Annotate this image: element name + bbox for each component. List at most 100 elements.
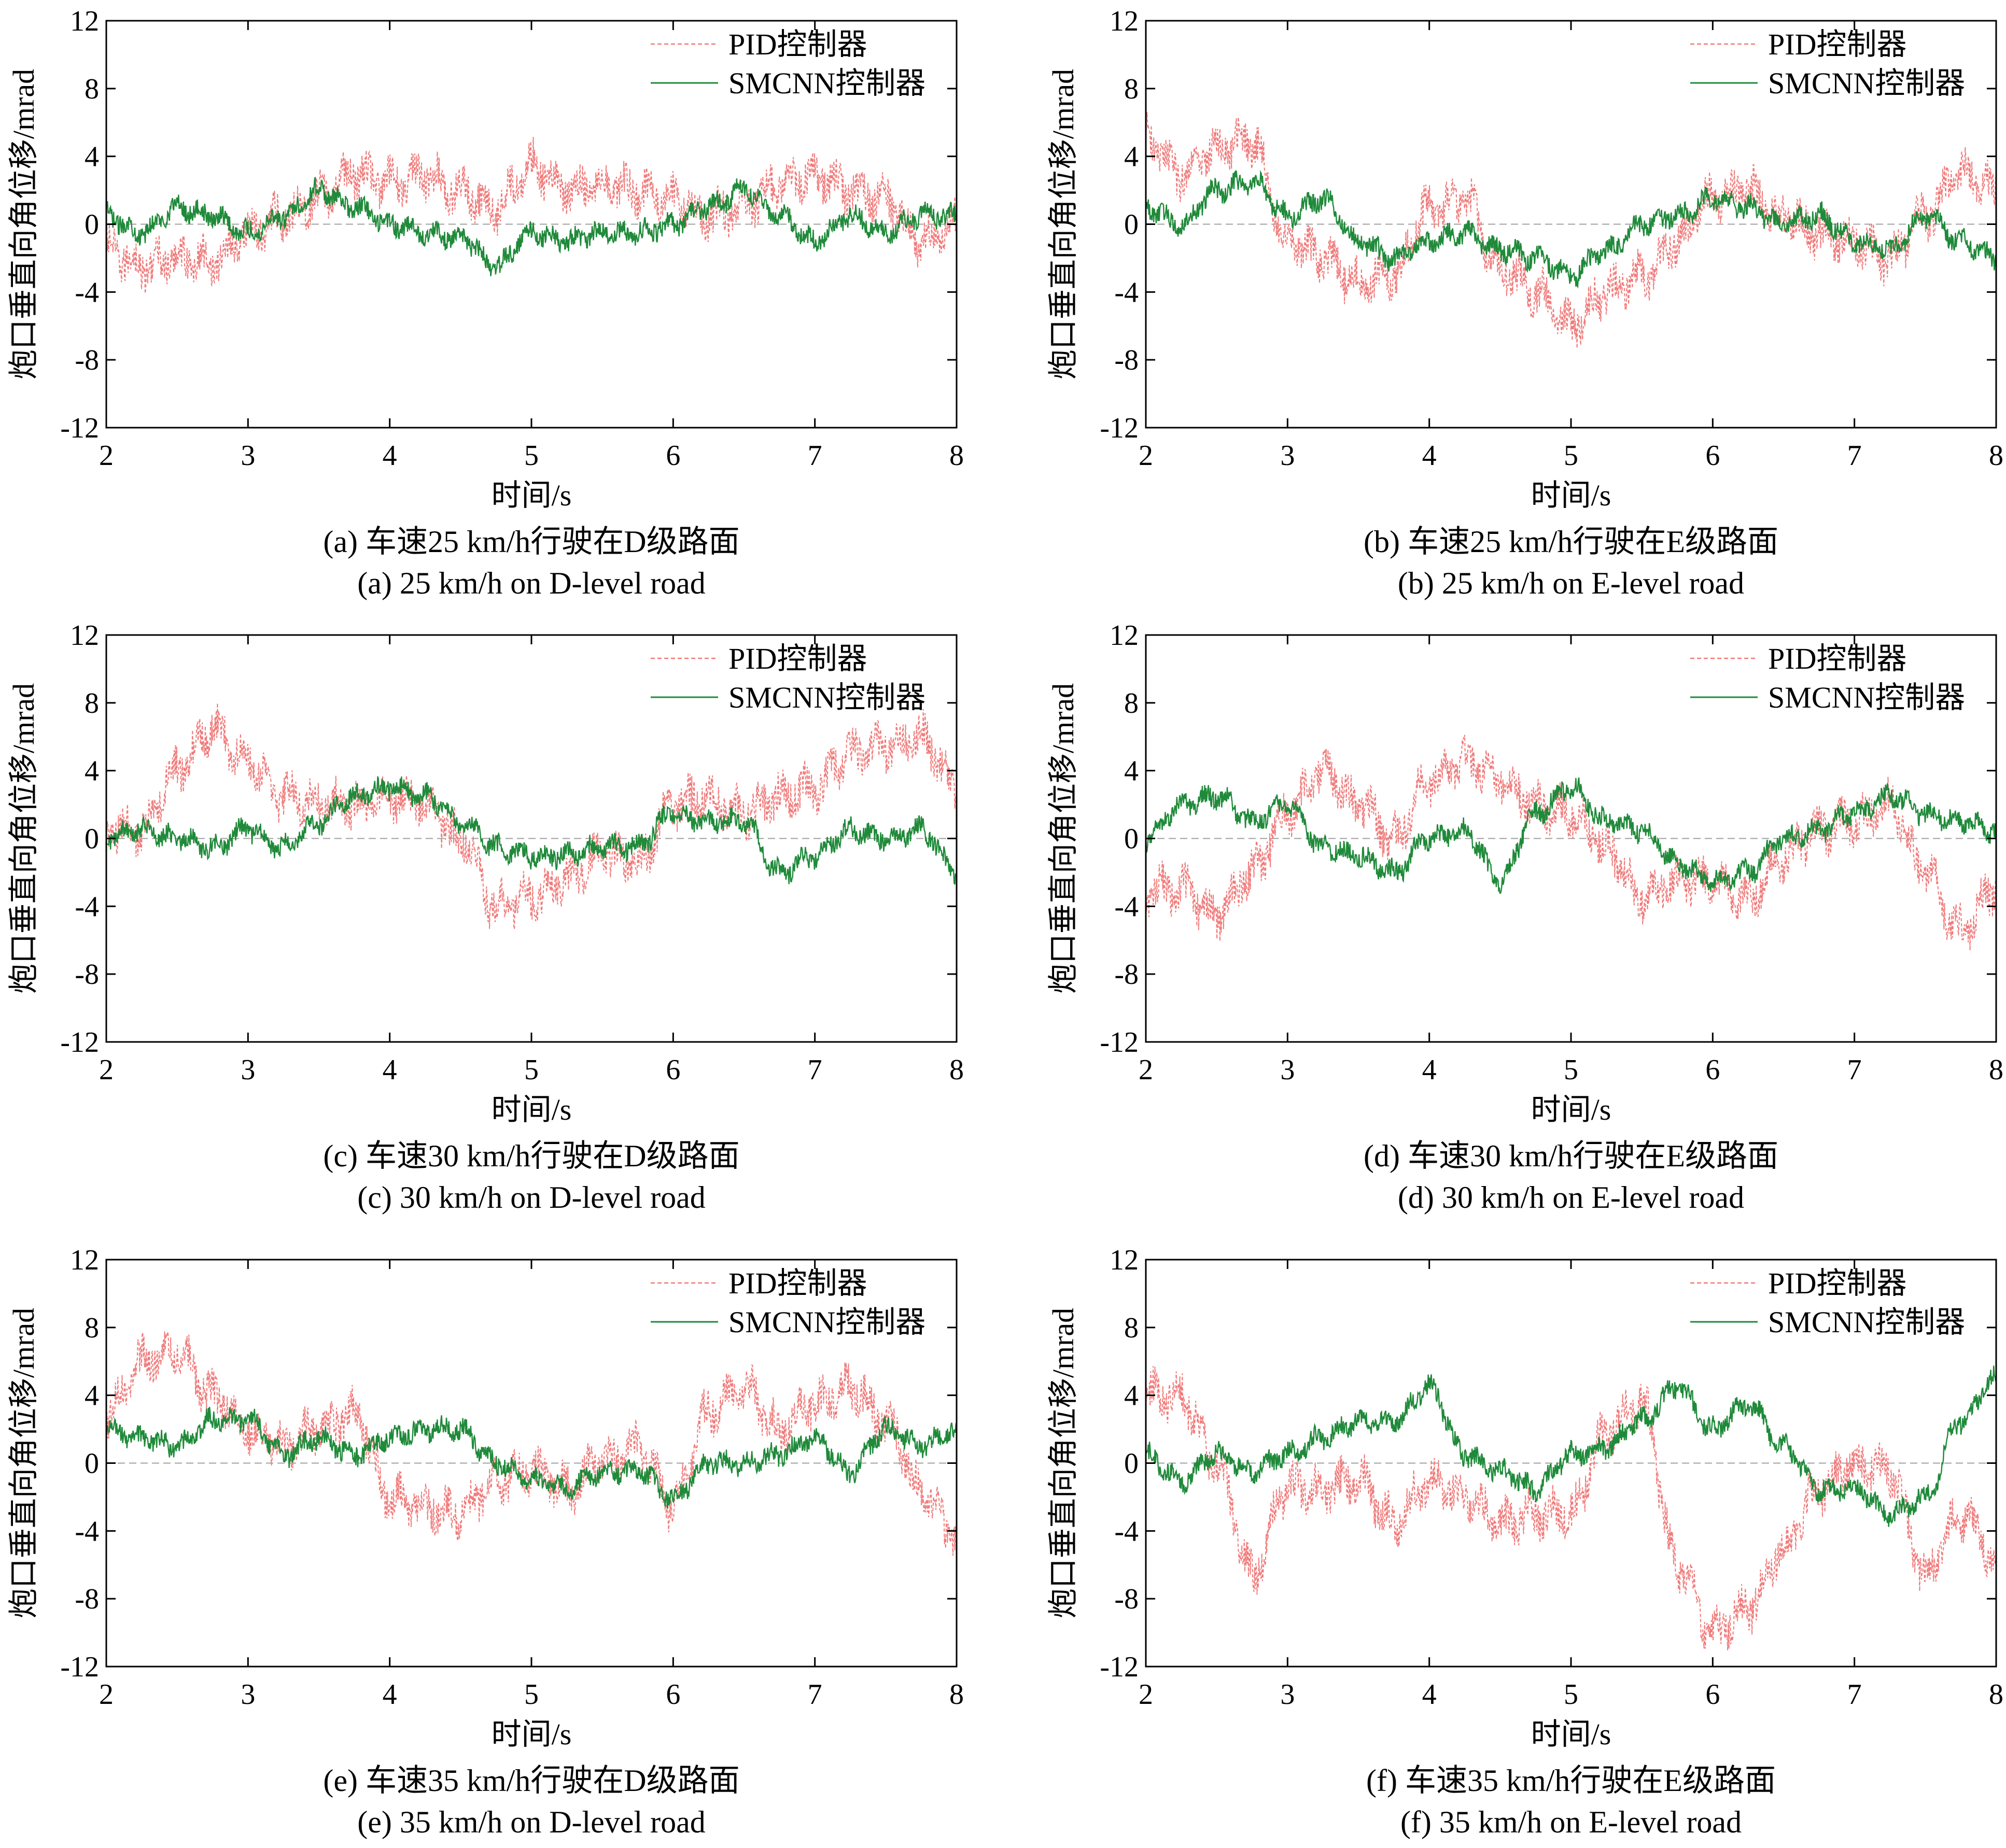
legend-label-pid: PID控制器 bbox=[1768, 642, 1906, 675]
x-axis-label: 时间/s bbox=[1531, 478, 1611, 512]
y-tick-label: 12 bbox=[70, 5, 99, 37]
y-axis-label: 炮口垂直向角位移/mrad bbox=[1046, 1308, 1080, 1618]
x-tick-label: 2 bbox=[99, 1678, 114, 1711]
y-tick-label: 4 bbox=[85, 141, 99, 173]
series-line-pid bbox=[1146, 1366, 1996, 1650]
y-tick-label: 0 bbox=[1124, 1448, 1139, 1480]
y-tick-label: 4 bbox=[1124, 141, 1139, 173]
y-tick-label: 8 bbox=[1124, 1312, 1139, 1344]
y-tick-label: -8 bbox=[75, 344, 99, 376]
x-tick-label: 5 bbox=[1564, 440, 1578, 472]
x-tick-label: 3 bbox=[1280, 440, 1295, 472]
y-tick-label: 12 bbox=[1110, 1244, 1139, 1276]
series-line-smcnn bbox=[106, 177, 957, 276]
x-tick-label: 5 bbox=[1564, 1678, 1578, 1711]
x-tick-label: 4 bbox=[383, 440, 397, 472]
y-tick-label: 0 bbox=[1124, 209, 1139, 241]
subplot-a: 12 8 4 0 -4 -8 -122 3 4 5 6 7 8 时间/s 炮口垂直向角位移/mrad PID控… bbox=[7, 5, 964, 600]
x-tick-label: 4 bbox=[1422, 1054, 1437, 1086]
series-line-smcnn bbox=[106, 1406, 957, 1509]
y-tick-label: 0 bbox=[85, 209, 99, 241]
y-tick-label: -4 bbox=[1114, 891, 1139, 923]
caption-chinese: (c) 车速30 km/h行驶在D级路面 bbox=[323, 1139, 739, 1173]
x-tick-label: 5 bbox=[524, 440, 539, 472]
x-tick-label: 8 bbox=[1989, 440, 2003, 472]
x-tick-label: 2 bbox=[99, 1054, 114, 1086]
y-tick-label: -4 bbox=[1114, 276, 1139, 308]
legend-label-smcnn: SMCNN控制器 bbox=[1768, 1305, 1965, 1339]
x-tick-label: 5 bbox=[1564, 1054, 1578, 1086]
x-tick-label: 4 bbox=[383, 1054, 397, 1086]
subplot-f: 12 8 4 0 -4 -8 -122 3 4 5 6 7 8 时间/s 炮口垂直向角位移/mrad PID控… bbox=[1046, 1244, 2003, 1839]
y-tick-label: 0 bbox=[85, 1448, 99, 1480]
y-tick-label: -4 bbox=[75, 1515, 99, 1547]
y-tick-label: 4 bbox=[1124, 755, 1139, 787]
y-tick-label: -8 bbox=[1114, 1583, 1139, 1615]
x-tick-label: 4 bbox=[1422, 1678, 1437, 1711]
x-tick-label: 7 bbox=[1847, 1678, 1862, 1711]
x-tick-label: 8 bbox=[949, 1054, 964, 1086]
y-tick-label: 8 bbox=[1124, 73, 1139, 105]
x-tick-label: 2 bbox=[1139, 1678, 1153, 1711]
series-line-pid bbox=[106, 1331, 957, 1556]
x-tick-label: 8 bbox=[1989, 1678, 2003, 1711]
subplot-e: 12 8 4 0 -4 -8 -122 3 4 5 6 7 8 时间/s 炮口垂直向角位移/mrad PID控… bbox=[7, 1244, 964, 1839]
y-tick-label: 12 bbox=[70, 619, 99, 652]
y-tick-label: -12 bbox=[60, 1651, 99, 1683]
x-tick-label: 5 bbox=[524, 1054, 539, 1086]
x-tick-label: 7 bbox=[808, 1678, 822, 1711]
y-tick-label: 4 bbox=[1124, 1380, 1139, 1412]
y-tick-label: -12 bbox=[1100, 1026, 1139, 1059]
caption-chinese: (e) 车速35 km/h行驶在D级路面 bbox=[323, 1764, 739, 1798]
legend-label-smcnn: SMCNN控制器 bbox=[1768, 681, 1965, 714]
x-tick-label: 8 bbox=[949, 1678, 964, 1711]
y-axis-label: 炮口垂直向角位移/mrad bbox=[7, 1308, 40, 1618]
y-axis-label: 炮口垂直向角位移/mrad bbox=[7, 69, 40, 379]
y-axis-label: 炮口垂直向角位移/mrad bbox=[7, 683, 40, 994]
legend-label-pid: PID控制器 bbox=[1768, 1266, 1906, 1300]
y-tick-label: 4 bbox=[85, 755, 99, 787]
x-tick-label: 5 bbox=[524, 1678, 539, 1711]
y-tick-label: -12 bbox=[1100, 1651, 1139, 1683]
y-tick-label: 12 bbox=[1110, 619, 1139, 652]
legend-label-smcnn: SMCNN控制器 bbox=[1768, 66, 1965, 100]
x-tick-label: 7 bbox=[1847, 1054, 1862, 1086]
x-tick-label: 6 bbox=[1705, 1054, 1720, 1086]
y-tick-label: 8 bbox=[1124, 687, 1139, 720]
subplot-d: 12 8 4 0 -4 -8 -122 3 4 5 6 7 8 时间/s 炮口垂直向角位移/mrad PID控… bbox=[1046, 619, 2003, 1215]
y-axis-label: 炮口垂直向角位移/mrad bbox=[1046, 69, 1080, 379]
y-axis-label: 炮口垂直向角位移/mrad bbox=[1046, 683, 1080, 994]
series-line-pid bbox=[1146, 112, 1996, 348]
legend-label-smcnn: SMCNN控制器 bbox=[728, 681, 925, 714]
legend-label-smcnn: SMCNN控制器 bbox=[728, 1305, 925, 1339]
caption-chinese: (d) 车速30 km/h行驶在E级路面 bbox=[1364, 1139, 1778, 1173]
x-tick-label: 2 bbox=[99, 440, 114, 472]
series-line-smcnn bbox=[106, 776, 957, 885]
y-tick-label: 8 bbox=[85, 687, 99, 720]
subplot-c: 12 8 4 0 -4 -8 -122 3 4 5 6 7 8 时间/s 炮口垂直向角位移/mrad PID控… bbox=[7, 619, 964, 1215]
x-tick-label: 7 bbox=[808, 1054, 822, 1086]
y-tick-label: 0 bbox=[1124, 823, 1139, 855]
x-tick-label: 2 bbox=[1139, 1054, 1153, 1086]
x-axis-label: 时间/s bbox=[1531, 1093, 1611, 1126]
x-tick-label: 3 bbox=[241, 1054, 255, 1086]
caption-english: (a) 25 km/h on D-level road bbox=[357, 566, 705, 600]
x-tick-label: 3 bbox=[1280, 1054, 1295, 1086]
x-tick-label: 4 bbox=[1422, 440, 1437, 472]
caption-english: (c) 30 km/h on D-level road bbox=[357, 1180, 705, 1215]
y-tick-label: -12 bbox=[60, 1026, 99, 1059]
x-axis-label: 时间/s bbox=[492, 1717, 572, 1751]
series-line-pid bbox=[1146, 735, 1996, 951]
y-tick-label: -8 bbox=[1114, 958, 1139, 991]
x-axis-label: 时间/s bbox=[492, 1093, 572, 1126]
caption-english: (d) 30 km/h on E-level road bbox=[1398, 1180, 1744, 1215]
x-tick-label: 6 bbox=[666, 1678, 680, 1711]
x-tick-label: 6 bbox=[666, 440, 680, 472]
legend-label-pid: PID控制器 bbox=[728, 27, 867, 61]
y-tick-label: 12 bbox=[1110, 5, 1139, 37]
x-tick-label: 6 bbox=[666, 1054, 680, 1086]
caption-english: (e) 35 km/h on D-level road bbox=[357, 1805, 705, 1839]
caption-chinese: (f) 车速35 km/h行驶在E级路面 bbox=[1366, 1764, 1776, 1798]
x-tick-label: 3 bbox=[241, 440, 255, 472]
